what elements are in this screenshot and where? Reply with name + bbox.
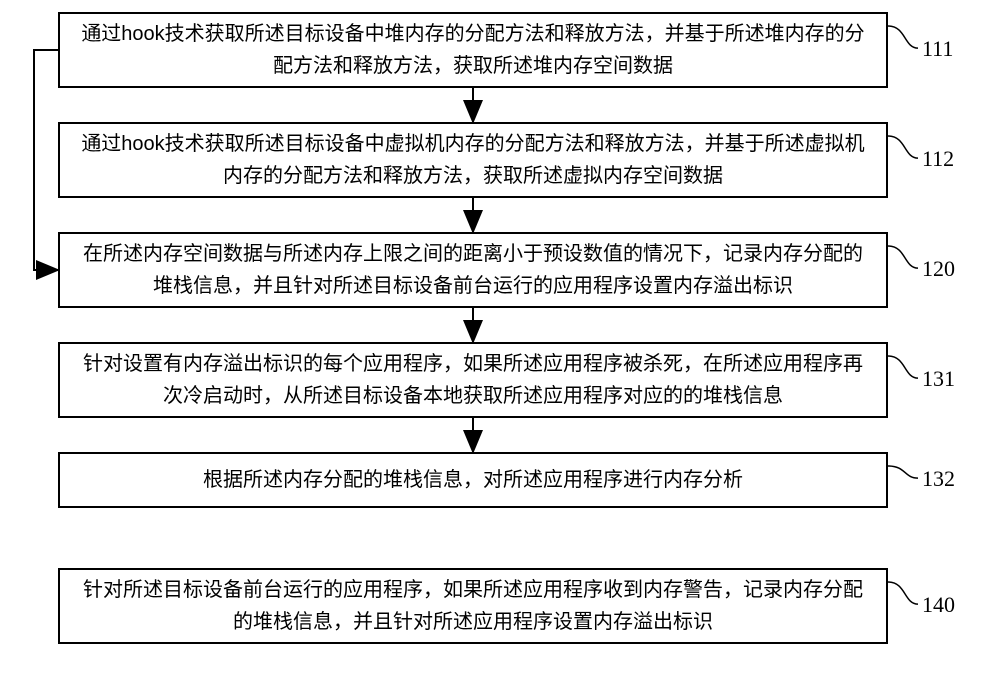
flow-box-120: 在所述内存空间数据与所述内存上限之间的距离小于预设数值的情况下，记录内存分配的堆… [58, 232, 888, 308]
flow-box-label-120: 120 [922, 256, 955, 282]
flow-box-112: 通过hook技术获取所述目标设备中虚拟机内存的分配方法和释放方法，并基于所述虚拟… [58, 122, 888, 198]
flow-box-text: 在所述内存空间数据与所述内存上限之间的距离小于预设数值的情况下，记录内存分配的堆… [80, 238, 866, 302]
flow-box-label-140: 140 [922, 592, 955, 618]
flow-box-text: 针对所述目标设备前台运行的应用程序，如果所述应用程序收到内存警告，记录内存分配的… [80, 574, 866, 638]
flow-box-140: 针对所述目标设备前台运行的应用程序，如果所述应用程序收到内存警告，记录内存分配的… [58, 568, 888, 644]
flow-box-text: 通过hook技术获取所述目标设备中虚拟机内存的分配方法和释放方法，并基于所述虚拟… [80, 128, 866, 192]
flow-box-text: 通过hook技术获取所述目标设备中堆内存的分配方法和释放方法，并基于所述堆内存的… [80, 18, 866, 82]
flow-box-111: 通过hook技术获取所述目标设备中堆内存的分配方法和释放方法，并基于所述堆内存的… [58, 12, 888, 88]
flow-box-132: 根据所述内存分配的堆栈信息，对所述应用程序进行内存分析 [58, 452, 888, 508]
flow-box-131: 针对设置有内存溢出标识的每个应用程序，如果所述应用程序被杀死，在所述应用程序再次… [58, 342, 888, 418]
flowchart-canvas: 通过hook技术获取所述目标设备中堆内存的分配方法和释放方法，并基于所述堆内存的… [0, 0, 1000, 684]
flow-box-text: 根据所述内存分配的堆栈信息，对所述应用程序进行内存分析 [203, 464, 743, 496]
flow-box-label-132: 132 [922, 466, 955, 492]
flow-box-label-111: 111 [922, 36, 953, 62]
flow-box-label-112: 112 [922, 146, 954, 172]
flow-box-label-131: 131 [922, 366, 955, 392]
flow-box-text: 针对设置有内存溢出标识的每个应用程序，如果所述应用程序被杀死，在所述应用程序再次… [80, 348, 866, 412]
